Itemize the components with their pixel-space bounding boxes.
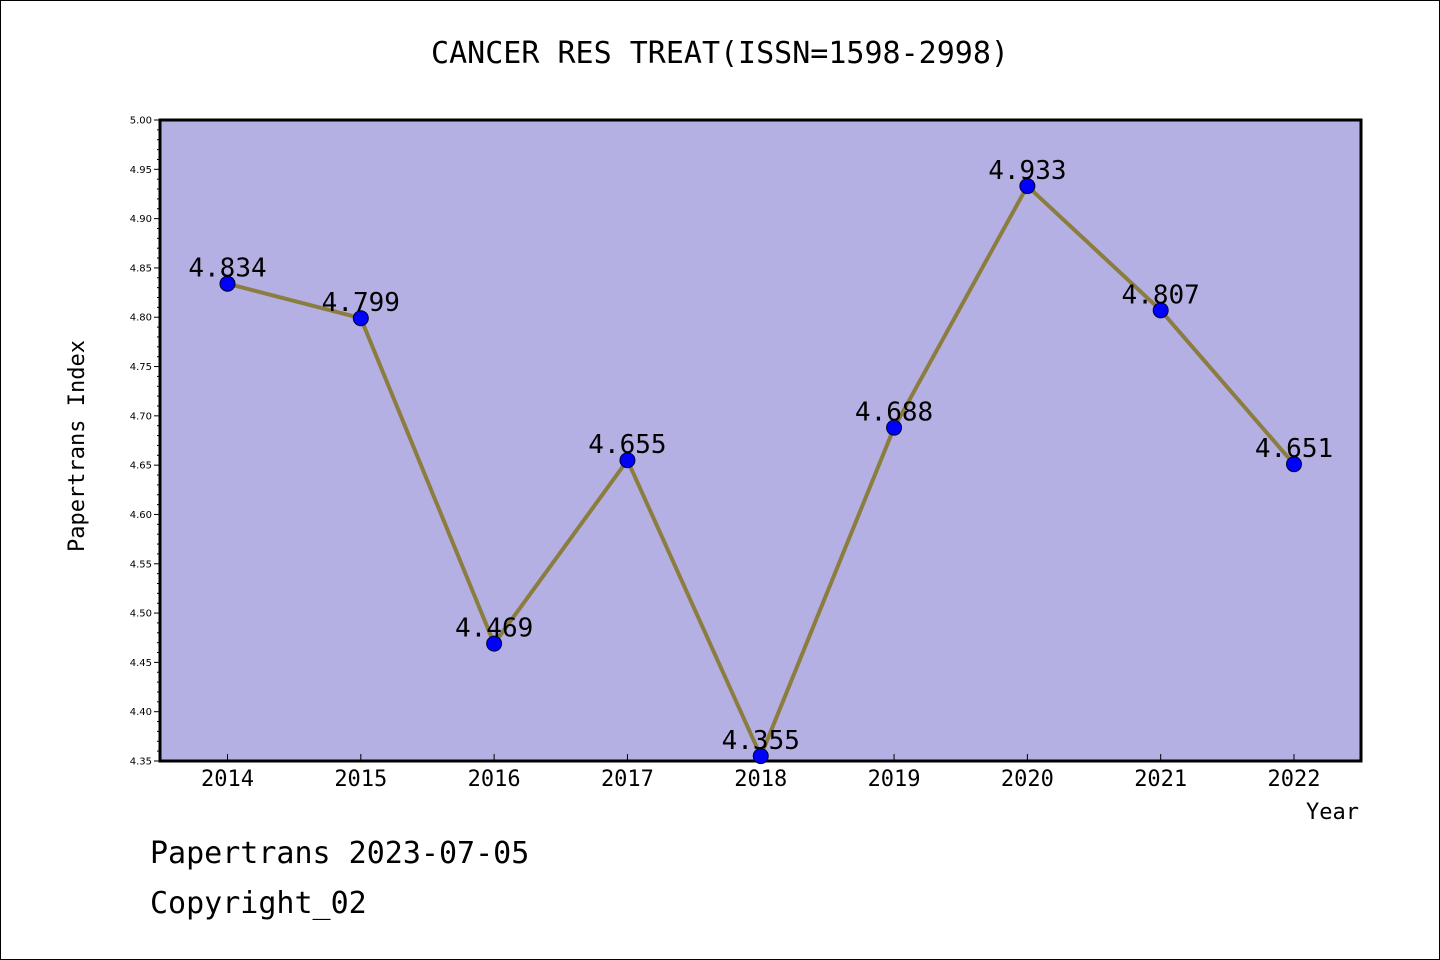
y-tick-label: 4.55 [130,559,152,570]
data-point [1286,456,1302,473]
data-label: 4.469 [455,614,533,644]
y-tick-label: 4.85 [130,263,152,274]
data-point [619,452,636,469]
y-tick-label: 5.00 [130,116,152,127]
data-point [352,310,369,327]
footer-date: Papertrans 2023-07-05 [150,836,530,871]
data-label: 4.688 [855,398,933,428]
y-tick-label: 4.75 [130,362,152,373]
y-tick-label: 4.70 [130,411,152,422]
data-label: 4.834 [188,254,266,284]
y-tick-label: 4.60 [130,510,152,521]
series: 4.834 4.799 4.469 4.655 4.355 4.688 4.933 4.807… [188,156,1333,765]
data-point [486,635,503,652]
x-tick-label: 2014 [201,767,254,792]
x-tick-label: 2021 [1134,767,1187,792]
data-label: 4.655 [588,430,666,460]
plot-background [160,120,1361,761]
y-tick-label: 4.80 [130,313,152,324]
data-point [1152,302,1169,319]
data-label: 4.933 [988,156,1066,186]
x-tick-label: 2015 [334,767,387,792]
x-axis-label: Year [1306,800,1359,825]
y-tick-label: 4.65 [130,461,152,472]
x-tick-label: 2019 [868,767,921,792]
data-label: 4.651 [1255,434,1333,464]
data-label: 4.807 [1122,280,1200,310]
footer-copyright: Copyright_02 [150,886,367,921]
x-tick-label: 2016 [468,767,521,792]
x-tick-label: 2017 [601,767,654,792]
data-point [886,419,903,436]
y-tick-label: 4.95 [130,165,152,176]
data-point [752,748,769,765]
data-point [1019,178,1036,195]
x-tick-label: 2018 [734,767,787,792]
plot-area [158,118,1363,763]
data-label: 4.355 [722,726,800,756]
chart-title: CANCER RES TREAT(ISSN=1598-2998) [431,36,1009,71]
y-tick-label: 4.50 [130,609,152,620]
y-tick-label: 4.40 [130,707,152,718]
data-label: 4.799 [322,288,400,318]
y-tick-label: 4.45 [130,658,152,669]
y-tick-label: 4.90 [130,214,152,225]
x-tick-label: 2020 [1001,767,1054,792]
y-axis-label: Papertrans Index [65,340,90,552]
axes: 4.35 4.40 4.45 4.50 4.55 4.60 4.65 4.70 4.75 4.80… [130,116,1321,793]
x-tick-label: 2022 [1268,767,1321,792]
y-tick-label: 4.35 [130,757,152,768]
data-point [219,275,236,292]
